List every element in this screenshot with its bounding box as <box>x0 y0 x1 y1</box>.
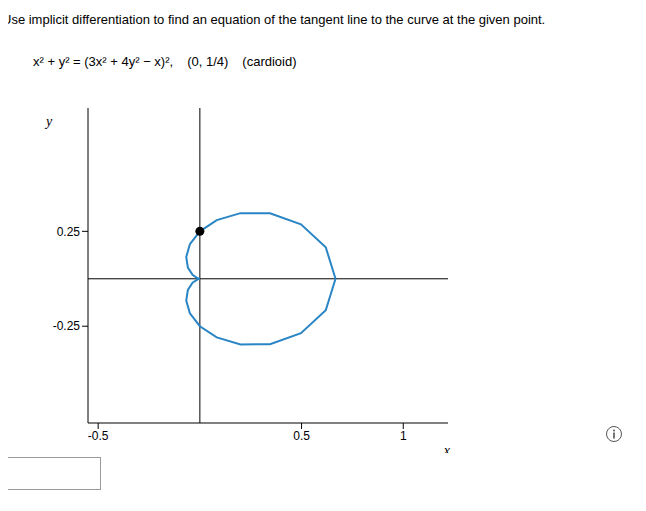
svg-text:0.5: 0.5 <box>293 429 310 443</box>
html-text:Use implicit differentiation t: Use implicit differentiation to find an … <box>2 12 546 27</box>
svg-text:0.25: 0.25 <box>57 225 81 239</box>
html-text:x² + y² = (3x² + 4y² − x)²,: x² + y² = (3x² + 4y² − x)², <box>33 54 174 69</box>
svg-text:1: 1 <box>400 429 407 443</box>
svg-text:x: x <box>443 443 451 453</box>
svg-text:-0.5: -0.5 <box>88 429 109 443</box>
html-text:(0, 1/4): (0, 1/4) <box>187 54 229 69</box>
html-text:(cardioid): (cardioid) <box>242 54 297 69</box>
svg-text:-0.25: -0.25 <box>53 319 81 333</box>
svg-text:y: y <box>44 114 53 129</box>
